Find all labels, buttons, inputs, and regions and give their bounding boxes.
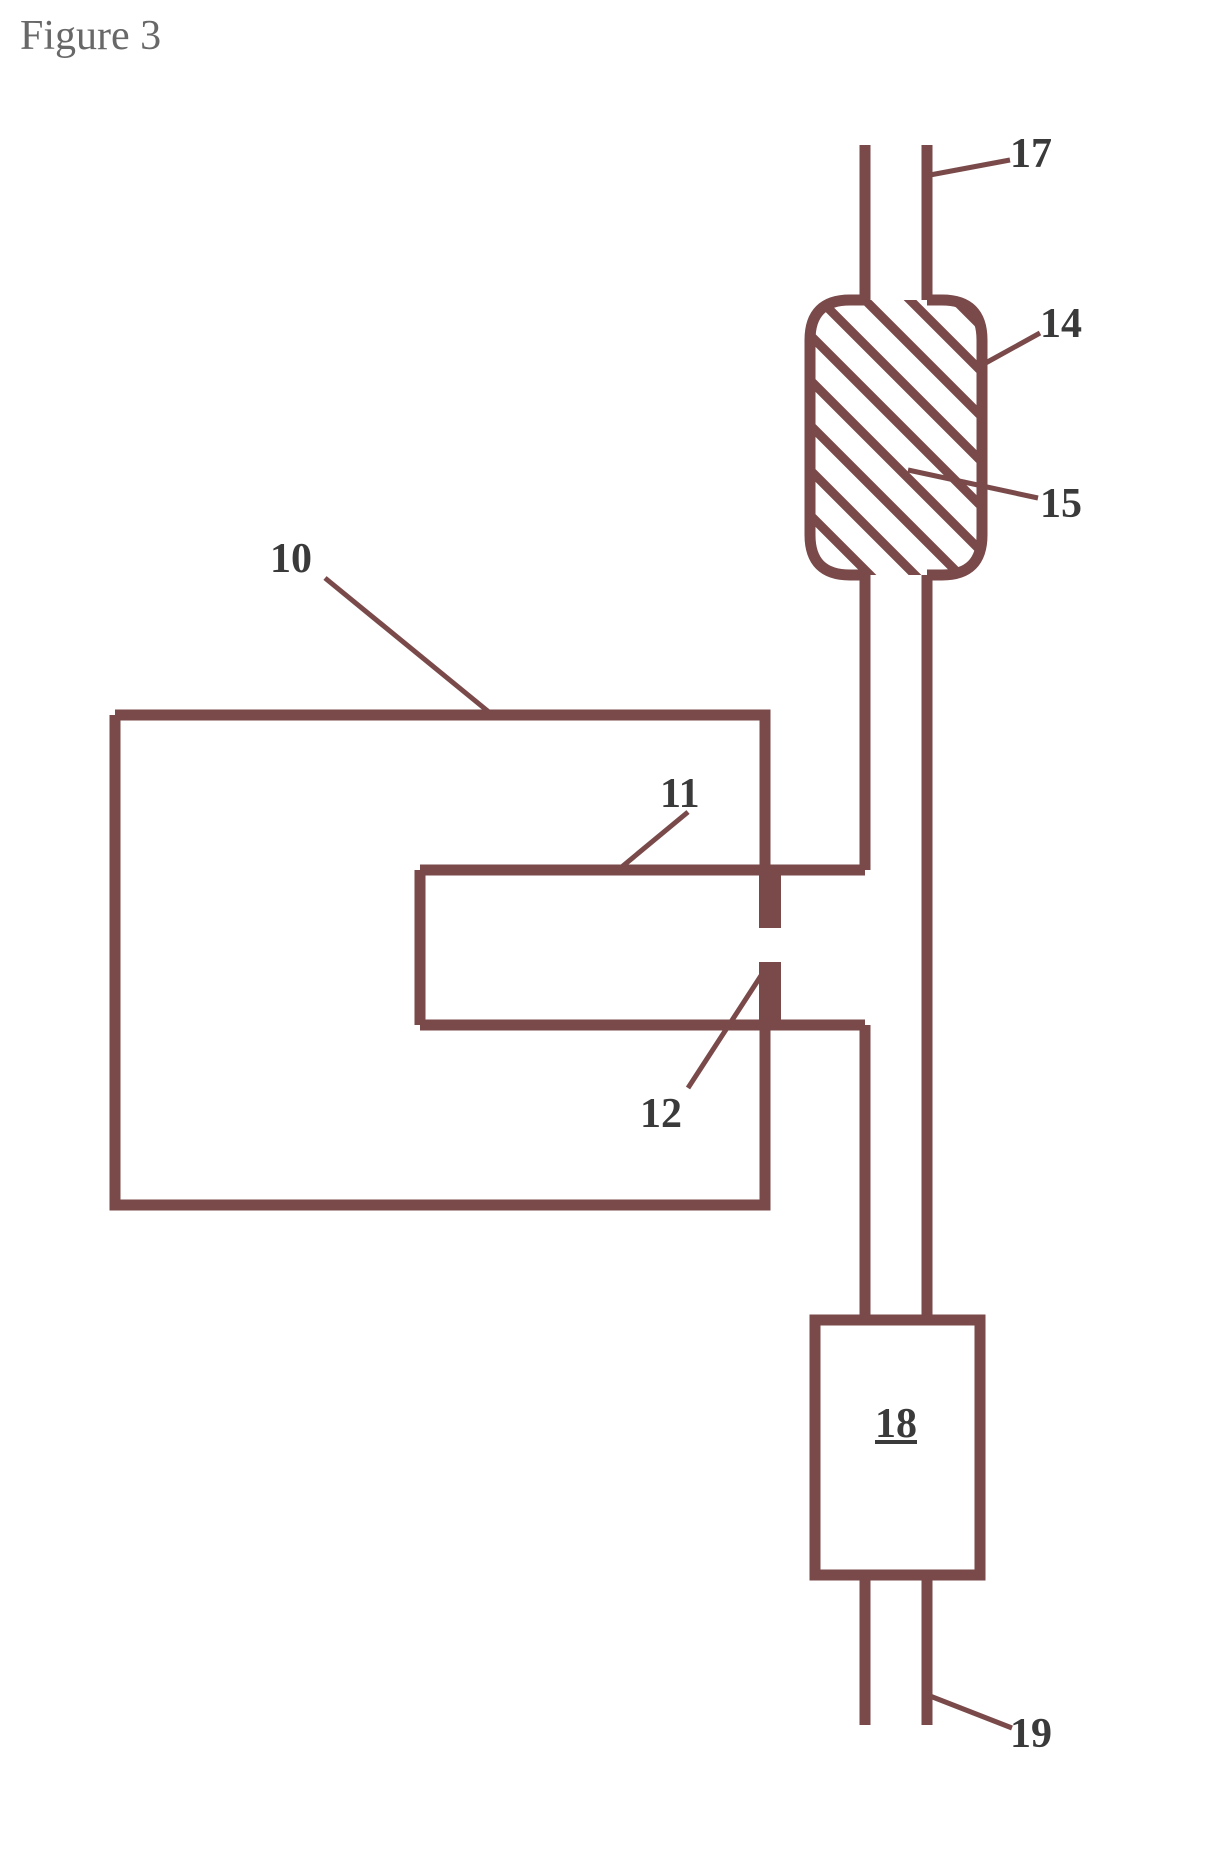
ref-19: 19 xyxy=(1010,1710,1052,1758)
ref-10: 10 xyxy=(270,535,312,583)
schematic-diagram xyxy=(0,0,1214,1856)
reservoir-hatch xyxy=(760,60,1040,835)
leader-lines xyxy=(325,160,1040,1728)
ref-15: 15 xyxy=(1040,480,1082,528)
ref-11: 11 xyxy=(660,770,700,818)
ref-18: 18 xyxy=(875,1400,917,1448)
ref-14: 14 xyxy=(1040,300,1082,348)
ref-17: 17 xyxy=(1010,130,1052,178)
ref-12: 12 xyxy=(640,1090,682,1138)
